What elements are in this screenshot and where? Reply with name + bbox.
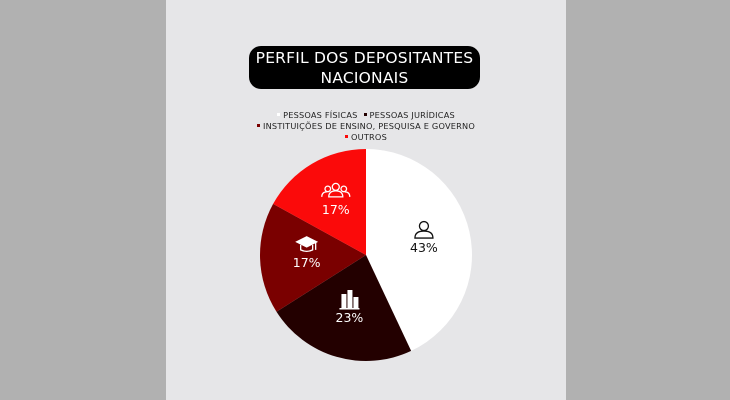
- legend-label: INSTITUIÇÕES DE ENSINO, PESQUISA E GOVER…: [262, 120, 476, 131]
- infographic-panel: PERFIL DOS DEPOSITANTES NACIONAIS PESSOA…: [166, 0, 566, 400]
- slice-outros: [273, 149, 366, 255]
- chart-title-line1: PERFIL DOS DEPOSITANTES: [255, 48, 474, 67]
- building-icon: [339, 290, 360, 310]
- legend-item-pessoas-fisicas: PESSOAS FÍSICAS: [277, 110, 357, 120]
- slice-percent-label: 23%: [336, 310, 364, 325]
- slice-percent-label: 17%: [322, 202, 350, 217]
- legend-swatch: [277, 113, 281, 116]
- legend-swatch: [345, 135, 348, 138]
- legend-label: PESSOAS JURÍDICAS: [369, 109, 455, 120]
- person-icon: [414, 220, 434, 239]
- graduation-cap-icon: [295, 236, 319, 253]
- legend-item-instituicoes: INSTITUIÇÕES DE ENSINO, PESQUISA E GOVER…: [256, 120, 476, 131]
- legend-item-pessoas-juridicas: PESSOAS JURÍDICAS: [363, 109, 455, 120]
- legend-label: PESSOAS FÍSICAS: [283, 109, 358, 120]
- slice-pessoas-fisicas: [366, 149, 472, 351]
- legend-label: OUTROS: [351, 131, 387, 142]
- legend-swatch: [363, 113, 367, 116]
- chart-title-line2: NACIONAIS: [320, 68, 409, 87]
- group-icon: [321, 182, 351, 198]
- slice-percent-label: 17%: [293, 255, 321, 270]
- legend-item-outros: OUTROS: [345, 132, 387, 142]
- chart-title: PERFIL DOS DEPOSITANTES NACIONAIS: [249, 46, 480, 89]
- slice-percent-label: 43%: [410, 240, 438, 255]
- legend: PESSOAS FÍSICAS PESSOAS JURÍDICAS INSTIT…: [166, 109, 566, 142]
- slice-instituicoes: [260, 203, 366, 312]
- legend-swatch: [256, 124, 260, 127]
- pie-chart: 43% 23% 17% 17%: [260, 149, 472, 362]
